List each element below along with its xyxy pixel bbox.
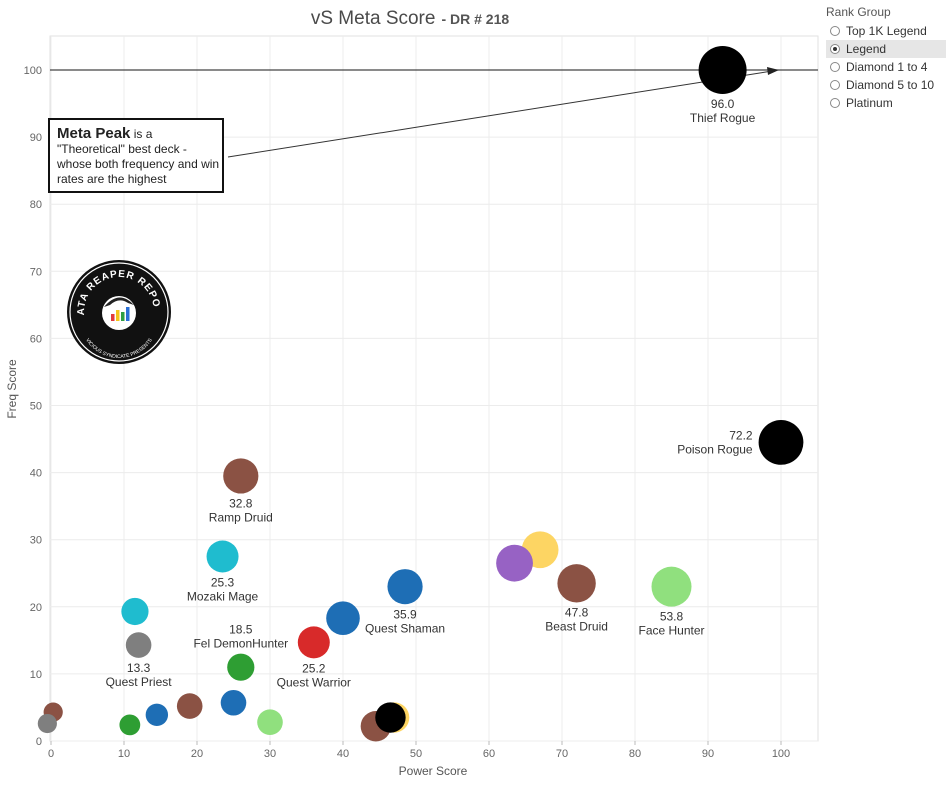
radio-icon[interactable] xyxy=(830,80,840,90)
legend-option-platinum[interactable]: Platinum xyxy=(826,94,946,112)
legend-option-diamond-1-to-4[interactable]: Diamond 1 to 4 xyxy=(826,58,946,76)
data-label-name: Poison Rogue xyxy=(677,442,753,456)
radio-icon[interactable] xyxy=(830,98,840,108)
x-tick-label: 30 xyxy=(264,748,276,760)
legend-option-label: Top 1K Legend xyxy=(846,24,927,38)
legend-title: Rank Group xyxy=(826,5,891,19)
data-label-score: 96.0 xyxy=(711,97,735,111)
data-label-name: Mozaki Mage xyxy=(187,589,259,603)
legend-option-top-1k-legend[interactable]: Top 1K Legend xyxy=(826,22,946,40)
y-tick-label: 50 xyxy=(30,401,42,413)
data-point xyxy=(257,709,283,736)
data-point xyxy=(176,693,203,719)
data-point xyxy=(387,569,423,605)
y-tick-label: 100 xyxy=(24,65,42,77)
data-point xyxy=(121,597,149,626)
data-point xyxy=(557,564,596,603)
data-point xyxy=(326,601,360,636)
data-label-name: Fel DemonHunter xyxy=(193,637,288,651)
x-tick-label: 70 xyxy=(556,748,568,760)
radio-icon[interactable] xyxy=(830,26,840,36)
x-tick-label: 0 xyxy=(48,748,54,760)
arrowhead xyxy=(767,67,779,75)
data-point xyxy=(37,713,57,734)
y-tick-label: 70 xyxy=(30,266,42,278)
x-tick-label: 10 xyxy=(118,748,130,760)
gridlines xyxy=(49,35,819,742)
y-tick-label: 30 xyxy=(30,535,42,547)
data-label-name: Quest Shaman xyxy=(365,621,445,635)
x-tick-label: 80 xyxy=(629,748,641,760)
legend-option-label: Platinum xyxy=(846,96,893,110)
chart-title-main: vS Meta Score xyxy=(310,8,436,29)
data-points xyxy=(37,46,804,742)
data-label-score: 53.8 xyxy=(660,610,684,624)
data-point xyxy=(375,702,406,733)
data-label-name: Beast Druid xyxy=(545,620,608,634)
data-label-name: Ramp Druid xyxy=(209,511,273,525)
data-label-score: 35.9 xyxy=(393,607,417,621)
data-label-score: 47.8 xyxy=(565,606,589,620)
x-tick-label: 40 xyxy=(337,748,349,760)
x-tick-label: 50 xyxy=(410,748,422,760)
data-point xyxy=(698,46,747,94)
data-label-name: Face Hunter xyxy=(638,624,704,638)
meta-peak-annotation: Meta Peak is a "Theoretical" best deck -… xyxy=(48,118,224,193)
legend-option-diamond-5-to-10[interactable]: Diamond 5 to 10 xyxy=(826,76,946,94)
data-label-name: Quest Priest xyxy=(106,675,173,689)
data-label-score: 13.3 xyxy=(127,661,151,675)
data-label-score: 25.2 xyxy=(302,661,326,675)
data-label-name: Thief Rogue xyxy=(690,111,756,125)
data-label-score: 72.2 xyxy=(729,428,753,442)
data-point xyxy=(220,689,247,716)
annotation-title: Meta Peak xyxy=(57,125,131,142)
data-point xyxy=(125,632,152,658)
data-reaper-report-logo: DATA REAPER REPORT VICIOUS SYNDICATE PRE… xyxy=(66,259,171,364)
data-point xyxy=(145,703,169,727)
chart-title: vS Meta Score - DR # 218 xyxy=(0,8,820,30)
y-tick-label: 80 xyxy=(30,199,42,211)
x-tick-label: 90 xyxy=(702,748,714,760)
data-label-score: 25.3 xyxy=(211,575,235,589)
meta-peak-arrow xyxy=(227,67,779,158)
y-tick-label: 40 xyxy=(30,468,42,480)
x-axis-label: Power Score xyxy=(399,764,468,778)
data-point xyxy=(206,540,239,573)
y-axis-label: Freq Score xyxy=(5,359,19,419)
legend-option-label: Diamond 1 to 4 xyxy=(846,60,928,74)
y-tick-label: 90 xyxy=(30,132,42,144)
data-point xyxy=(297,626,330,659)
data-point xyxy=(227,653,255,681)
y-tick-label: 0 xyxy=(36,736,42,748)
legend-option-legend[interactable]: Legend xyxy=(826,40,946,58)
legend-option-label: Diamond 5 to 10 xyxy=(846,78,935,92)
y-tick-label: 20 xyxy=(30,602,42,614)
data-point xyxy=(223,458,259,494)
data-point xyxy=(496,544,533,582)
x-tick-label: 60 xyxy=(483,748,495,760)
radio-icon[interactable] xyxy=(830,62,840,72)
x-tick-label: 100 xyxy=(772,748,790,760)
y-tick-label: 10 xyxy=(30,669,42,681)
data-point xyxy=(651,566,692,607)
data-point xyxy=(758,420,804,465)
axes: 0 10 20 30 40 50 60 70 80 90 100 0 10 20 30 40 50 60 70 80 9… xyxy=(24,65,791,760)
rank-group-legend: Rank Group Top 1K Legend Legend Diamond … xyxy=(826,5,946,112)
data-label-name: Quest Warrior xyxy=(277,675,351,689)
legend-option-label: Legend xyxy=(846,42,887,56)
data-label-score: 32.8 xyxy=(229,497,253,511)
x-tick-label: 20 xyxy=(191,748,203,760)
radio-selected-icon[interactable] xyxy=(830,44,840,54)
arrow-line xyxy=(227,71,770,158)
chart-subtitle: - DR # 218 xyxy=(441,11,510,27)
data-point xyxy=(119,714,141,736)
y-tick-label: 60 xyxy=(30,333,42,345)
data-label-score: 18.5 xyxy=(229,623,253,637)
annotation-text: is a "Theoretical" best deck - whose bot… xyxy=(57,127,220,186)
